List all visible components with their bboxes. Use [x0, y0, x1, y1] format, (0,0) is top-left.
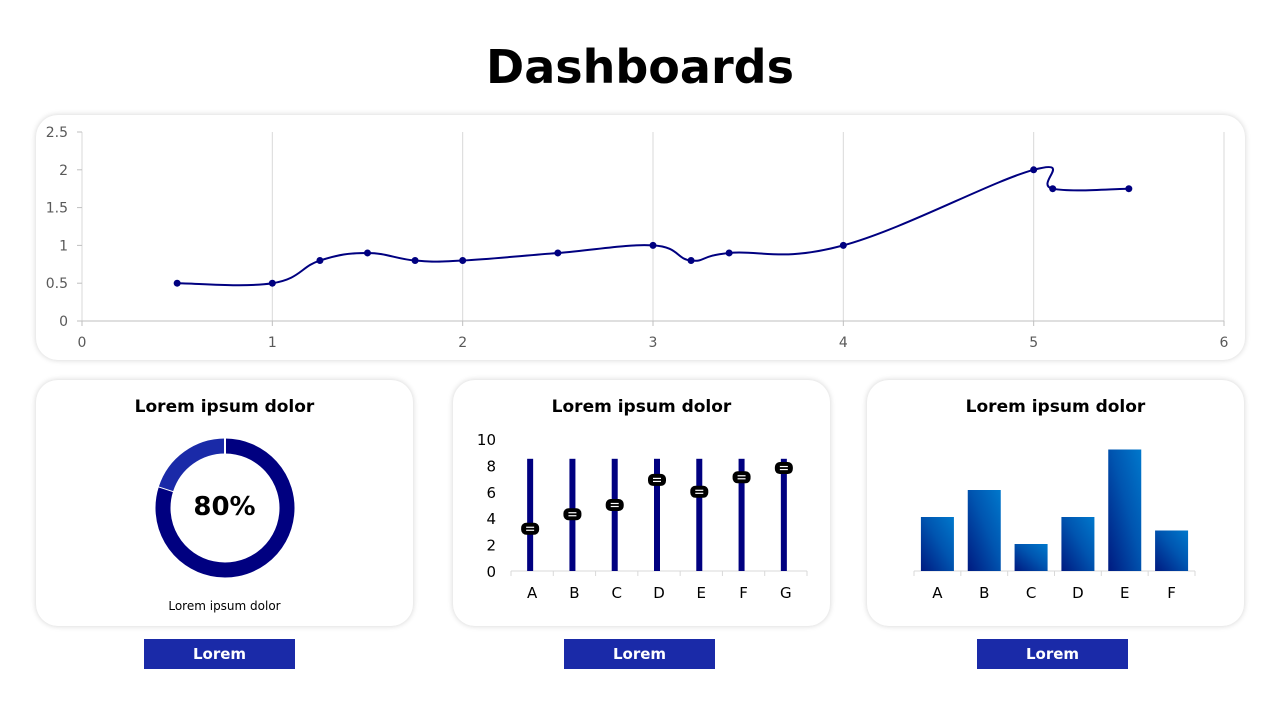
y-tick-label: 4	[486, 510, 496, 528]
data-point	[268, 279, 276, 287]
bar	[920, 517, 954, 571]
x-tick-label: F	[1167, 584, 1176, 602]
bar	[967, 490, 1001, 571]
data-point	[725, 249, 733, 257]
slider-handle	[690, 485, 709, 498]
x-tick-label: G	[780, 584, 792, 602]
page-title: Dashboards	[486, 40, 794, 94]
x-tick-label: C	[611, 584, 621, 602]
data-point	[411, 257, 419, 265]
data-point	[1125, 185, 1133, 193]
x-tick-label: 2	[458, 335, 467, 351]
y-tick-label: 0	[59, 314, 68, 330]
x-tick-label: F	[739, 584, 748, 602]
slider-track	[780, 458, 787, 571]
donut-segment	[155, 438, 295, 578]
x-tick-label: E	[697, 584, 706, 602]
bar	[1155, 530, 1189, 571]
slider-handle	[563, 508, 582, 521]
x-tick-label: A	[527, 584, 538, 602]
bar	[1108, 449, 1142, 571]
donut-card: Lorem ipsum dolor 80% Lorem ipsum dolor	[36, 380, 413, 626]
data-point	[839, 241, 847, 249]
line-chart-card: 0 1 2 3 4 5 6 0 0.5 1 1.5 2 2.5	[36, 115, 1245, 360]
donut-chart	[155, 437, 295, 578]
slider-handle	[605, 499, 624, 511]
x-tick-label: D	[1072, 584, 1084, 602]
card-title: Lorem ipsum dolor	[965, 397, 1146, 417]
donut-value: 80%	[193, 492, 256, 522]
y-tick-label: 2.5	[46, 125, 68, 141]
y-tick-label: 0.5	[46, 276, 68, 292]
x-tick-label: E	[1120, 584, 1129, 602]
data-point	[1030, 166, 1038, 174]
data-point	[173, 279, 181, 287]
y-tick-label: 8	[486, 457, 496, 475]
y-tick-label: 6	[486, 484, 496, 502]
x-tick-label: 3	[649, 335, 658, 351]
slider-chart-card: Lorem ipsum dolor 0 2 4 6 8 10 A B C D E F G	[453, 380, 830, 626]
x-tick-label: 4	[839, 335, 848, 351]
y-tick-label: 10	[477, 431, 496, 449]
data-point	[316, 257, 324, 265]
lorem-button-1[interactable]: Lorem	[144, 639, 295, 669]
slider-track	[738, 458, 745, 571]
y-tick-label: 0	[486, 563, 496, 581]
x-tick-label: 0	[78, 335, 87, 351]
donut-segment	[158, 438, 226, 492]
slider-track	[527, 458, 534, 571]
bar	[1061, 517, 1095, 571]
data-point	[459, 257, 467, 265]
slider-handle	[648, 473, 666, 486]
data-point	[554, 249, 562, 257]
lorem-button-2[interactable]: Lorem	[564, 639, 715, 669]
x-tick-label: C	[1026, 584, 1036, 602]
bar-chart-card: Lorem ipsum dolor A B C D E F	[867, 380, 1244, 626]
slider-track	[611, 458, 618, 571]
slider-track	[696, 458, 703, 571]
data-point	[649, 241, 657, 249]
y-tick-label: 1	[59, 238, 68, 254]
x-tick-label: A	[932, 584, 943, 602]
x-tick-label: 5	[1029, 335, 1038, 351]
data-point	[687, 257, 695, 265]
x-tick-label: D	[653, 584, 665, 602]
x-tick-label: 1	[268, 335, 277, 351]
x-tick-label: B	[569, 584, 579, 602]
slider-handle	[521, 522, 540, 535]
slider-track	[654, 458, 660, 571]
y-tick-label: 2	[486, 537, 496, 555]
slider-handle	[732, 471, 751, 484]
bar-chart: A B C D E F	[913, 449, 1196, 602]
lorem-button-3[interactable]: Lorem	[977, 639, 1128, 669]
donut-caption: Lorem ipsum dolor	[168, 599, 281, 613]
y-tick-label: 2	[59, 163, 68, 179]
slider-handle	[774, 462, 793, 475]
card-title: Lorem ipsum dolor	[134, 397, 315, 417]
data-point	[1049, 185, 1057, 193]
card-title: Lorem ipsum dolor	[551, 397, 732, 417]
x-tick-label: 6	[1220, 335, 1229, 351]
data-point	[364, 249, 371, 257]
slider-chart: 0 2 4 6 8 10 A B C D E F G	[477, 431, 808, 602]
x-tick-label: B	[979, 584, 989, 602]
y-tick-label: 1.5	[46, 201, 68, 217]
line-chart: 0 1 2 3 4 5 6 0 0.5 1 1.5 2 2.5	[46, 125, 1229, 351]
bar	[1014, 544, 1048, 571]
